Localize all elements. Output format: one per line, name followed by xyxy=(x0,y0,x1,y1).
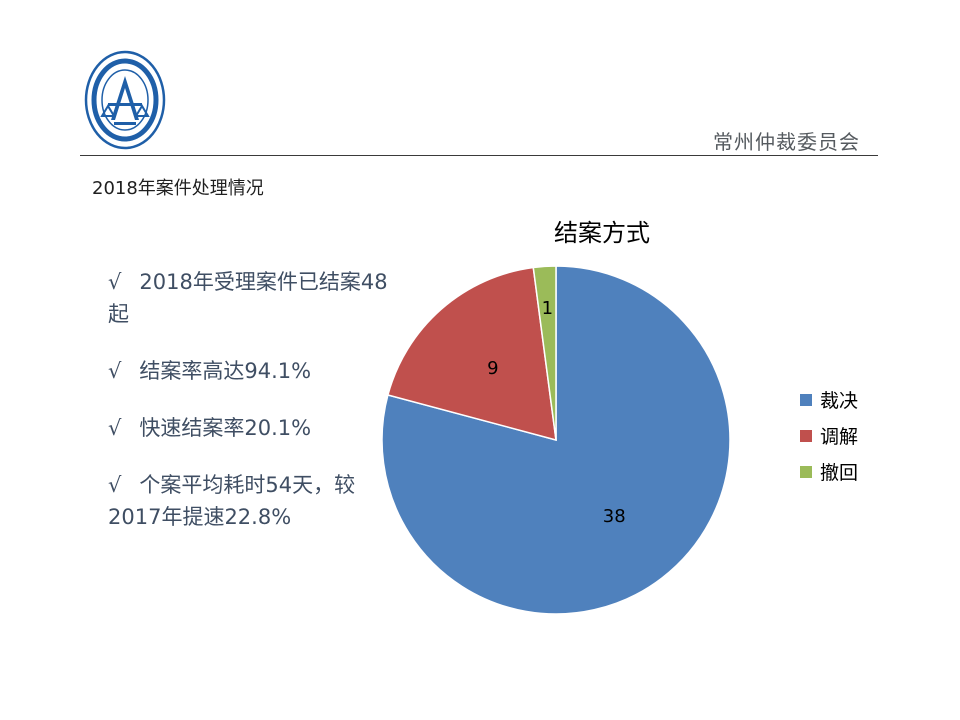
check-mark-icon: √ xyxy=(108,473,122,497)
bullet-item: √ 快速结案率20.1% xyxy=(108,412,388,444)
page-subtitle: 2018年案件处理情况 xyxy=(92,178,264,199)
data-label-裁决: 38 xyxy=(603,506,626,527)
organization-name: 常州仲裁委员会 xyxy=(713,130,860,154)
bullet-text: 快速结案率20.1% xyxy=(139,416,312,440)
check-mark-icon: √ xyxy=(108,416,122,440)
check-mark-icon: √ xyxy=(108,359,122,383)
pie-slices xyxy=(381,265,731,615)
summary-bullets: √ 2018年受理案件已结案48起 √ 结案率高达94.1% √ 快速结案率20.1%… xyxy=(108,266,388,558)
legend-label-调解: 调解 xyxy=(820,426,858,448)
pie-slice-调解 xyxy=(387,266,557,442)
legend-label-裁决: 裁决 xyxy=(820,390,858,412)
bullet-text: 2018年受理案件已结案48起 xyxy=(108,270,388,326)
chart-title: 结案方式 xyxy=(554,219,650,247)
pie-data-labels: 38 9 1 xyxy=(487,298,626,527)
legend-swatch-裁决 xyxy=(800,394,812,406)
bullet-item: √ 结案率高达94.1% xyxy=(108,355,388,387)
bullet-text: 结案率高达94.1% xyxy=(139,359,312,383)
legend-label-撤回: 撤回 xyxy=(820,462,858,484)
arbitration-commission-logo xyxy=(84,50,166,150)
bullet-item: √ 个案平均耗时54天，较2017年提速22.8% xyxy=(108,469,388,533)
bullet-item: √ 2018年受理案件已结案48起 xyxy=(108,266,388,330)
data-label-调解: 9 xyxy=(487,358,498,379)
legend-swatch-调解 xyxy=(800,430,812,442)
header-divider xyxy=(80,155,878,156)
data-label-撤回: 1 xyxy=(542,298,553,319)
legend-swatch-撤回 xyxy=(800,466,812,478)
pie-slice-撤回 xyxy=(532,265,557,441)
bullet-text: 个案平均耗时54天，较2017年提速22.8% xyxy=(108,473,356,529)
check-mark-icon: √ xyxy=(108,270,122,294)
